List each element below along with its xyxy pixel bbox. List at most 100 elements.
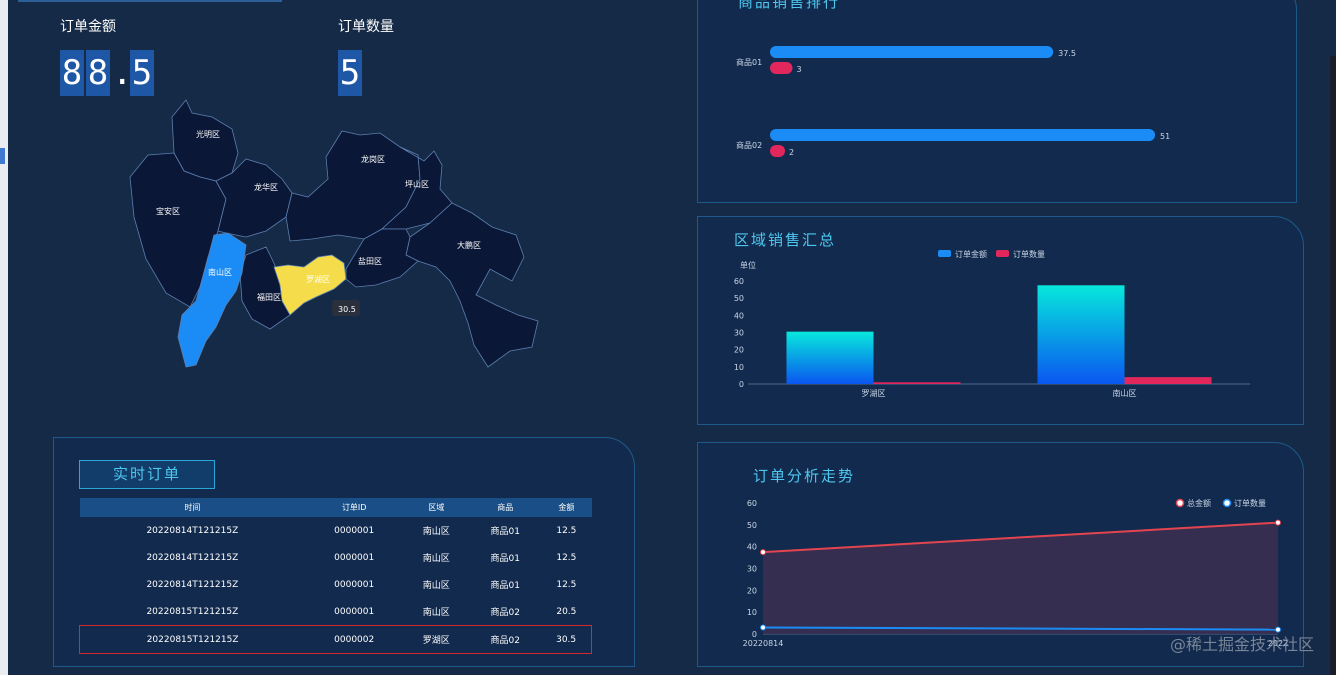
- cell-product: 商品01: [490, 581, 520, 591]
- bar-amount: [786, 331, 874, 384]
- cell-amount: 12.5: [556, 525, 577, 536]
- ranking-amount-value: 37.5: [1058, 49, 1076, 58]
- cell-order-id: 0000001: [334, 552, 375, 563]
- table-row[interactable]: 20220814T121215Z 0000001 南山区 商品01 12.5: [80, 517, 592, 544]
- regional-sales-chart: 单位 0 10 20 30 40 50 60 罗湖区 南山区 订单金额 订单数量: [734, 249, 1250, 398]
- cell-order-id: 0000001: [334, 606, 375, 617]
- order-trend-panel: 订单分析走势 0 10 20 30 40 50 60 20220814 2022 总金额 订单数量: [697, 442, 1304, 667]
- cell-product: 商品01: [490, 527, 520, 537]
- cell-region: 罗湖区: [403, 625, 470, 654]
- cell-order-id: 0000002: [305, 625, 404, 654]
- line-chart-y-tick: 10: [747, 608, 757, 617]
- order-count-value: 5: [338, 50, 362, 96]
- map-district-yantian[interactable]: [345, 228, 419, 288]
- map-label-futian: 福田区: [257, 293, 281, 302]
- realtime-orders-panel: 实时订单 时间 订单ID 区域 商品 金额 20220814T121215Z 0…: [53, 437, 635, 667]
- ranking-count-bar: [770, 62, 793, 74]
- orders-table-header: 时间 订单ID 区域 商品 金额: [79, 498, 592, 517]
- cell-time: 20220814T121215Z: [146, 579, 239, 590]
- product-ranking-panel: 商品销售排行 商品01 37.5 3 商品02 51 2: [697, 0, 1297, 203]
- map-label-longhua: 龙华区: [254, 182, 278, 192]
- order-trend-title: 订单分析走势: [753, 467, 856, 485]
- bar-count: [873, 382, 961, 384]
- line-chart-y-tick: 20: [747, 586, 757, 595]
- order-count-label: 订单数量: [338, 19, 394, 35]
- line-chart-y-tick: 30: [747, 565, 757, 574]
- map-tooltip: [332, 300, 360, 316]
- line-chart-y-tick: 50: [747, 521, 757, 530]
- bar-chart-y-unit: 单位: [740, 260, 756, 270]
- cell-region: 南山区: [422, 581, 450, 591]
- ranking-product-label: 商品02: [736, 140, 762, 150]
- table-row[interactable]: 20220815T121215Z 0000001 南山区 商品02 20.5: [80, 598, 592, 626]
- column-header-order-id: 订单ID: [305, 498, 404, 517]
- cell-amount: 20.5: [556, 606, 577, 617]
- bar-chart-y-tick: 60: [734, 277, 744, 286]
- bar-chart-y-tick: 10: [734, 363, 744, 372]
- right-scrollbar[interactable]: [1330, 56, 1336, 675]
- amount-decimal-point: .: [112, 53, 133, 93]
- amount-digit: 8: [86, 50, 110, 96]
- trend-area-total: [763, 522, 1278, 634]
- map-label-yantian: 盐田区: [358, 256, 382, 266]
- cell-product: 商品01: [490, 554, 520, 564]
- order-amount-label: 订单金额: [60, 19, 116, 35]
- order-amount-value: 8 8 . 5: [60, 50, 154, 96]
- bar-legend-swatch: [996, 250, 1009, 257]
- bar-legend-label: 订单数量: [1013, 249, 1045, 259]
- ranking-count-value: 3: [797, 65, 802, 74]
- line-chart-y-tick: 0: [752, 630, 757, 639]
- bar-legend-label: 订单金额: [955, 249, 987, 259]
- bar-chart-y-tick: 50: [734, 294, 744, 303]
- map-district-nanshan[interactable]: [177, 232, 247, 368]
- bar-count: [1124, 377, 1212, 384]
- bar-amount: [1037, 285, 1125, 384]
- table-row[interactable]: 20220814T121215Z 0000001 南山区 商品01 12.5: [80, 571, 592, 598]
- trend-point: [1275, 519, 1281, 526]
- left-window-edge: [0, 0, 8, 675]
- map-district-dapeng[interactable]: [405, 202, 539, 368]
- column-header-region: 区域: [403, 498, 470, 517]
- line-chart-x-label: 2022: [1268, 639, 1288, 648]
- cell-order-id: 0000001: [334, 579, 375, 590]
- map-district-longhua[interactable]: [215, 158, 293, 238]
- count-digit: 5: [338, 50, 362, 96]
- line-chart-x-label: 20220814: [743, 639, 784, 648]
- watermark: @稀土掘金技术社区: [1169, 635, 1314, 654]
- shenzhen-district-map[interactable]: 光明区 宝安区 龙华区 龙岗区 坪山区 大鹏区 南山区 福田区 罗湖区 盐田区 …: [120, 95, 550, 375]
- ranking-amount-value: 51: [1160, 132, 1170, 141]
- map-district-luohu[interactable]: [273, 254, 347, 316]
- amount-digit: 5: [130, 50, 154, 96]
- left-edge-marker: [0, 148, 5, 164]
- column-header-product: 商品: [469, 498, 542, 517]
- bar-chart-x-label: 南山区: [1113, 388, 1137, 398]
- cell-amount: 30.5: [541, 625, 593, 654]
- product-ranking-chart: 商品01 37.5 3 商品02 51 2: [736, 46, 1170, 157]
- map-label-nanshan: 南山区: [208, 267, 232, 277]
- cell-region: 南山区: [422, 608, 450, 618]
- ranking-count-bar: [770, 145, 785, 157]
- column-header-time: 时间: [79, 498, 306, 517]
- product-ranking-title: 商品销售排行: [738, 0, 841, 11]
- table-row[interactable]: 20220814T121215Z 0000001 南山区 商品01 12.5: [80, 544, 592, 571]
- order-trend-chart: 0 10 20 30 40 50 60 20220814 2022 总金额 订单数量: [743, 498, 1289, 648]
- cell-amount: 12.5: [556, 552, 577, 563]
- ranking-amount-bar: [770, 46, 1054, 58]
- trend-point: [760, 624, 766, 631]
- cell-time: 20220814T121215Z: [146, 525, 239, 536]
- trend-legend-marker: [1222, 498, 1232, 508]
- table-row-highlighted[interactable]: 20220815T121215Z 0000002 罗湖区 商品02 30.5: [79, 625, 593, 654]
- map-label-guangming: 光明区: [196, 129, 220, 139]
- trend-legend-label: 总金额: [1187, 498, 1211, 508]
- ranking-count-value: 2: [789, 148, 794, 157]
- trend-point: [1275, 626, 1281, 633]
- orders-table: 时间 订单ID 区域 商品 金额 20220814T121215Z 000000…: [79, 498, 593, 654]
- header-underline: [18, 0, 282, 2]
- regional-sales-panel: 区域销售汇总 单位 0 10 20 30 40 50 60 罗湖区 南山区 订单金额 订单数量: [697, 216, 1304, 425]
- trend-line-count: [762, 626, 1279, 631]
- trend-legend-label: 订单数量: [1234, 498, 1266, 508]
- cell-time: 20220814T121215Z: [146, 552, 239, 563]
- bar-chart-y-tick: 20: [734, 346, 744, 355]
- map-tooltip-value: 30.5: [338, 305, 356, 314]
- realtime-orders-title: 实时订单: [79, 460, 215, 489]
